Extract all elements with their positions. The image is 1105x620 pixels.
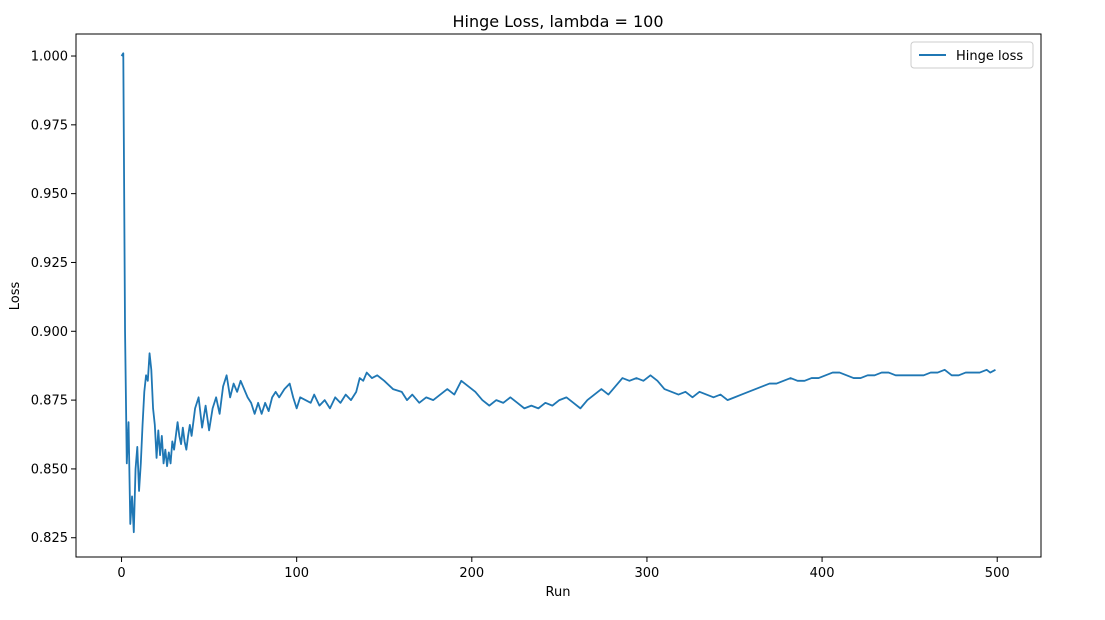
x-tick-label: 500 (985, 566, 1010, 581)
x-tick-label: 300 (635, 566, 660, 581)
y-tick-label: 0.950 (31, 187, 68, 202)
legend: Hinge loss (910, 41, 1034, 69)
y-tick-label: 1.000 (31, 50, 68, 65)
x-tick-label: 0 (117, 566, 125, 581)
legend-box (910, 41, 1034, 69)
y-tick-label: 0.975 (31, 118, 68, 133)
y-axis-label: Loss (8, 282, 23, 311)
y-tick-label: 0.875 (31, 394, 68, 409)
y-tick-label: 0.925 (31, 256, 68, 271)
x-axis-ticks: 0 100 200 300 400 500 (117, 557, 1010, 581)
y-tick-label: 0.850 (31, 462, 68, 477)
chart-title: Hinge Loss, lambda = 100 (452, 12, 663, 31)
legend-label-hinge-loss: Hinge loss (956, 49, 1023, 64)
x-axis-label: Run (546, 585, 571, 600)
x-tick-label: 400 (810, 566, 835, 581)
series-layer (120, 52, 996, 534)
x-tick-label: 100 (284, 566, 309, 581)
plot-area-frame (75, 33, 1042, 558)
y-tick-label: 0.900 (31, 325, 68, 340)
y-tick-label: 0.825 (31, 531, 68, 546)
series-line-hinge-loss (120, 52, 996, 534)
x-tick-label: 200 (459, 566, 484, 581)
y-axis-ticks: 0.825 0.850 0.875 0.900 0.925 0.950 0.975 1.000 (31, 50, 76, 546)
